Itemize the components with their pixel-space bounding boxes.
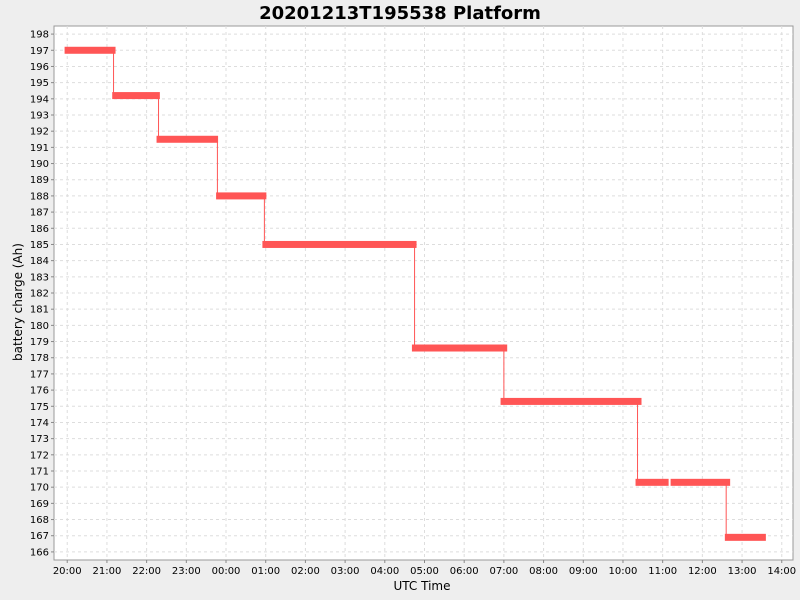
x-tick-label: 11:00 <box>648 566 677 577</box>
x-tick-label: 13:00 <box>728 566 757 577</box>
x-tick-label: 09:00 <box>569 566 598 577</box>
plot-area <box>53 25 794 561</box>
x-tick-label: 10:00 <box>609 566 638 577</box>
y-tick-label: 188 <box>30 191 49 202</box>
x-tick-label: 00:00 <box>212 566 241 577</box>
x-tick-label: 20:00 <box>53 566 82 577</box>
x-tick-label: 04:00 <box>370 566 399 577</box>
x-tick-label: 03:00 <box>331 566 360 577</box>
y-tick-label: 191 <box>30 143 49 154</box>
y-tick-label: 174 <box>30 418 49 429</box>
series-segment <box>112 92 160 100</box>
y-tick-label: 173 <box>30 434 49 445</box>
series-segment <box>262 240 417 248</box>
y-tick-label: 180 <box>30 321 49 332</box>
x-tick-label: 08:00 <box>529 566 558 577</box>
y-tick-label: 178 <box>30 353 49 364</box>
series-segment <box>411 344 508 352</box>
y-tick-label: 196 <box>30 62 49 73</box>
y-tick-label: 189 <box>30 175 49 186</box>
x-axis-label: UTC Time <box>394 579 451 593</box>
x-tick-label: 12:00 <box>688 566 717 577</box>
x-tick-label: 21:00 <box>93 566 122 577</box>
y-tick-label: 193 <box>30 111 49 122</box>
y-tick-label: 175 <box>30 402 49 413</box>
y-tick-label: 187 <box>30 208 49 219</box>
grid <box>54 26 793 560</box>
y-axis-label: battery charge (Ah) <box>11 243 25 361</box>
y-tick-label: 183 <box>30 272 49 283</box>
y-tick-label: 182 <box>30 289 49 300</box>
y-tick-label: 198 <box>30 30 49 41</box>
y-tick-label: 176 <box>30 386 49 397</box>
y-tick-label: 186 <box>30 224 49 235</box>
y-tick-label: 185 <box>30 240 49 251</box>
x-tick-label: 22:00 <box>132 566 161 577</box>
y-tick-label: 168 <box>30 515 49 526</box>
x-tick-label: 23:00 <box>172 566 201 577</box>
series-segment <box>216 192 267 200</box>
y-tick-label: 197 <box>30 46 49 57</box>
series-segment <box>670 478 731 486</box>
series-battery-charge <box>64 46 766 541</box>
y-tick-label: 184 <box>30 256 49 267</box>
y-tick-label: 179 <box>30 337 49 348</box>
series-segment <box>724 533 766 541</box>
y-tick-label: 172 <box>30 450 49 461</box>
x-tick-label: 05:00 <box>410 566 439 577</box>
y-tick-label: 181 <box>30 305 49 316</box>
y-tick-label: 194 <box>30 94 49 105</box>
y-tick-label: 177 <box>30 369 49 380</box>
x-tick-label: 06:00 <box>450 566 479 577</box>
series-segment <box>500 397 642 405</box>
y-tick-label: 170 <box>30 483 49 494</box>
y-tick-label: 192 <box>30 127 49 138</box>
series-segment <box>635 478 669 486</box>
y-tick-label: 169 <box>30 499 49 510</box>
y-tick-label: 190 <box>30 159 49 170</box>
y-axis: 166 167 168 169 170 171 172 173 174 175 176 177 178 1… <box>30 30 54 558</box>
x-tick-label: 02:00 <box>291 566 320 577</box>
series-segment <box>156 135 219 143</box>
chart-title: 20201213T195538 Platform <box>259 3 541 24</box>
x-tick-label: 01:00 <box>251 566 280 577</box>
x-tick-label: 14:00 <box>767 566 796 577</box>
y-tick-label: 195 <box>30 78 49 89</box>
series-segment <box>64 46 116 54</box>
y-tick-label: 166 <box>30 547 49 558</box>
y-tick-label: 167 <box>30 531 49 542</box>
x-axis: 20:00 21:00 22:00 23:00 00:00 01:00 02:00 03:00… <box>53 560 796 577</box>
y-tick-label: 171 <box>30 467 49 478</box>
x-tick-label: 07:00 <box>489 566 518 577</box>
